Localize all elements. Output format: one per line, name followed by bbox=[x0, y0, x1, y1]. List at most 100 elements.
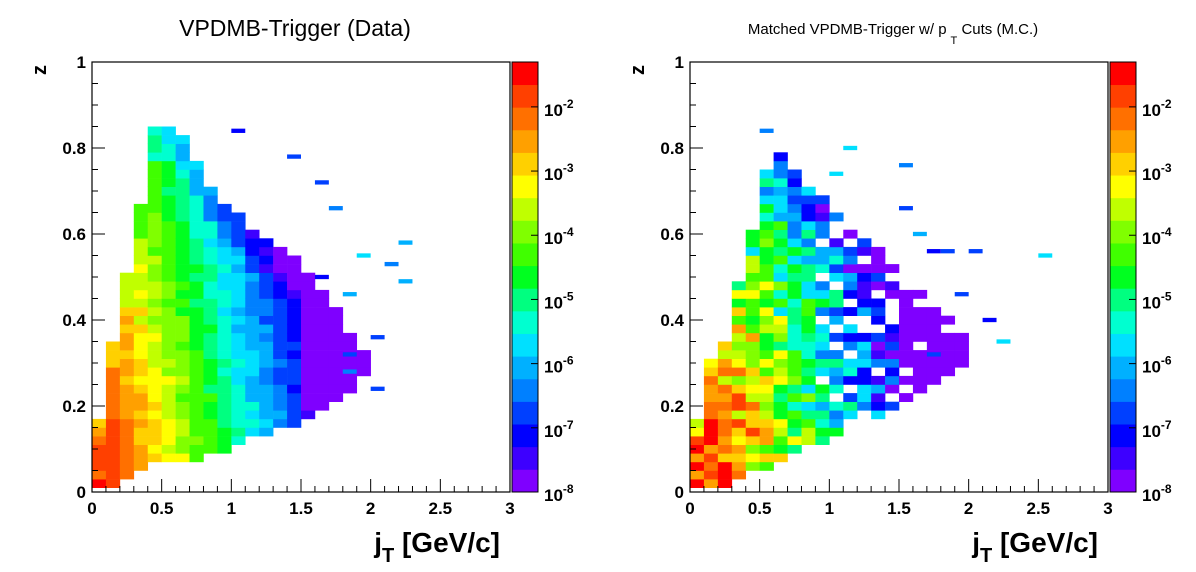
heatmap-cell bbox=[773, 393, 788, 402]
heatmap-cell bbox=[815, 401, 830, 411]
heatmap-cell bbox=[773, 160, 788, 170]
heatmap-cell bbox=[189, 436, 204, 445]
heatmap-cell bbox=[231, 375, 246, 385]
heatmap-cell bbox=[259, 384, 274, 394]
heatmap-cell bbox=[717, 418, 733, 428]
heatmap-cell bbox=[245, 229, 260, 239]
palette-swatch bbox=[1110, 469, 1136, 493]
heatmap-cell bbox=[885, 289, 900, 299]
heatmap-cell bbox=[759, 169, 774, 179]
heatmap-cell bbox=[801, 367, 816, 377]
heatmap-cell bbox=[787, 246, 802, 256]
palette-swatch bbox=[1110, 175, 1136, 199]
heatmap-cell bbox=[926, 315, 942, 325]
heatmap-cell bbox=[119, 418, 135, 428]
heatmap-cell bbox=[759, 367, 774, 377]
heatmap-cell bbox=[857, 307, 872, 316]
heatmap-cell bbox=[203, 401, 218, 411]
heatmap-cell bbox=[829, 332, 844, 342]
y-tick-label: 1 bbox=[675, 53, 684, 72]
heatmap-cell bbox=[203, 367, 218, 377]
heatmap-cell bbox=[133, 436, 149, 445]
heatmap-cell bbox=[147, 143, 162, 153]
left-palette bbox=[511, 61, 539, 493]
heatmap-cell bbox=[273, 307, 288, 316]
heatmap-cell bbox=[175, 401, 190, 411]
heatmap-cell bbox=[787, 238, 802, 248]
x-tick-label: 0 bbox=[685, 499, 694, 518]
heatmap-cell bbox=[703, 470, 719, 480]
heatmap-cell bbox=[801, 229, 816, 239]
heatmap-cell bbox=[301, 307, 316, 316]
heatmap-cell bbox=[119, 401, 135, 411]
heatmap-cell bbox=[815, 203, 830, 213]
heatmap-cell bbox=[843, 229, 858, 239]
heatmap-cell bbox=[954, 332, 969, 342]
heatmap-cell bbox=[133, 246, 149, 256]
heatmap-cell bbox=[829, 255, 844, 265]
heatmap-cell bbox=[996, 339, 1011, 344]
heatmap-cell bbox=[759, 332, 774, 342]
heatmap-cell bbox=[954, 292, 969, 297]
heatmap-cell bbox=[119, 461, 135, 471]
heatmap-cell bbox=[273, 393, 288, 402]
left-axis-ticks bbox=[91, 61, 511, 493]
heatmap-cell bbox=[857, 350, 872, 359]
heatmap-cell bbox=[342, 352, 357, 357]
heatmap-cell bbox=[717, 341, 733, 351]
heatmap-cell bbox=[717, 401, 733, 411]
heatmap-cell bbox=[245, 281, 260, 291]
heatmap-cell bbox=[161, 384, 176, 394]
heatmap-cell bbox=[231, 229, 246, 239]
heatmap-cell bbox=[843, 324, 858, 334]
heatmap-cell bbox=[273, 358, 288, 368]
heatmap-cell bbox=[231, 384, 246, 394]
heatmap-cell bbox=[189, 272, 204, 282]
palette-swatch bbox=[1110, 310, 1136, 334]
heatmap-cell bbox=[119, 350, 135, 359]
heatmap-cell bbox=[787, 418, 802, 428]
x-tick-label: 1 bbox=[825, 499, 834, 518]
heatmap-cell bbox=[759, 212, 774, 222]
heatmap-cell bbox=[287, 401, 302, 411]
heatmap-cell bbox=[245, 238, 260, 248]
heatmap-cell bbox=[133, 375, 149, 385]
heatmap-cell bbox=[787, 427, 802, 437]
heatmap-cell bbox=[273, 350, 288, 359]
heatmap-cell bbox=[231, 427, 246, 437]
heatmap-cell bbox=[147, 152, 162, 162]
heatmap-cell bbox=[787, 203, 802, 213]
heatmap-cell bbox=[273, 332, 288, 342]
heatmap-cell bbox=[147, 238, 162, 248]
heatmap-cell bbox=[133, 264, 149, 273]
heatmap-cell bbox=[690, 444, 705, 454]
heatmap-cell bbox=[801, 393, 816, 402]
heatmap-cell bbox=[133, 272, 149, 282]
heatmap-cell bbox=[273, 255, 288, 265]
heatmap-cell bbox=[92, 479, 107, 488]
heatmap-cell bbox=[259, 410, 274, 420]
palette-tick-label: 10-5 bbox=[544, 289, 574, 312]
heatmap-cell bbox=[189, 169, 204, 179]
heatmap-cell bbox=[773, 169, 788, 179]
heatmap-cell bbox=[217, 384, 232, 394]
heatmap-cell bbox=[175, 169, 190, 179]
heatmap-cell bbox=[189, 212, 204, 222]
heatmap-cell bbox=[175, 410, 190, 420]
heatmap-cell bbox=[287, 154, 301, 159]
palette-swatch bbox=[512, 220, 538, 244]
heatmap-cell bbox=[829, 367, 844, 377]
heatmap-cell bbox=[314, 358, 330, 368]
heatmap-cell bbox=[301, 358, 316, 368]
heatmap-cell bbox=[175, 298, 190, 308]
heatmap-cell bbox=[245, 418, 260, 428]
heatmap-cell bbox=[147, 212, 162, 222]
heatmap-cell bbox=[175, 272, 190, 282]
heatmap-cell bbox=[314, 401, 330, 411]
palette-swatch bbox=[1110, 107, 1136, 131]
heatmap-cell bbox=[259, 264, 274, 273]
heatmap-cell bbox=[287, 255, 302, 265]
heatmap-cell bbox=[259, 307, 274, 316]
heatmap-cell bbox=[759, 453, 774, 463]
heatmap-cell bbox=[954, 341, 969, 351]
